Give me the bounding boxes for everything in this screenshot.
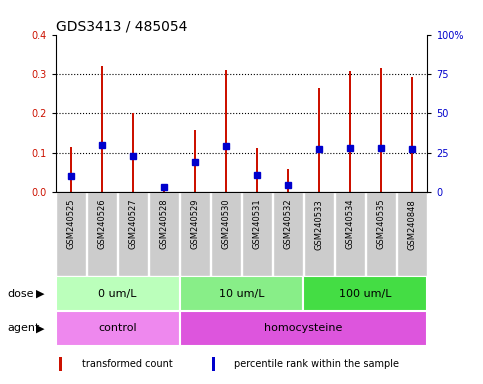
Text: 0 um/L: 0 um/L (98, 289, 137, 299)
Text: control: control (98, 323, 137, 333)
Bar (212, 357, 214, 371)
Bar (56, 276, 180, 311)
Bar (56, 192, 86, 276)
Text: 10 um/L: 10 um/L (219, 289, 264, 299)
Bar (180, 311, 427, 346)
Bar (163, 185, 165, 192)
Bar (70, 147, 72, 192)
Bar (380, 68, 382, 192)
Bar (242, 192, 272, 276)
Bar (303, 276, 427, 311)
Text: 100 um/L: 100 um/L (339, 289, 392, 299)
Bar (335, 192, 365, 276)
Bar (318, 88, 320, 192)
Bar (225, 70, 227, 192)
Bar (397, 192, 427, 276)
Text: GSM240528: GSM240528 (159, 199, 169, 249)
Bar (194, 130, 196, 192)
Bar (411, 77, 413, 192)
Bar (211, 192, 241, 276)
Text: dose: dose (7, 289, 34, 299)
Text: GSM240525: GSM240525 (67, 199, 75, 249)
Text: percentile rank within the sample: percentile rank within the sample (234, 359, 399, 369)
Bar (349, 71, 351, 192)
Text: ▶: ▶ (36, 323, 45, 333)
Bar (366, 192, 396, 276)
Bar (180, 192, 210, 276)
Text: GSM240533: GSM240533 (314, 199, 324, 250)
Text: GSM240530: GSM240530 (222, 199, 230, 249)
Bar (149, 192, 179, 276)
Text: GSM240848: GSM240848 (408, 199, 416, 250)
Text: GSM240527: GSM240527 (128, 199, 138, 249)
Bar (256, 147, 258, 192)
Text: GDS3413 / 485054: GDS3413 / 485054 (56, 20, 187, 33)
Bar (56, 311, 180, 346)
Text: ▶: ▶ (36, 289, 45, 299)
Bar (87, 192, 117, 276)
Text: GSM240531: GSM240531 (253, 199, 261, 249)
Bar (59, 357, 62, 371)
Text: homocysteine: homocysteine (264, 323, 342, 333)
Bar (287, 169, 289, 192)
Bar (304, 192, 334, 276)
Bar (273, 192, 303, 276)
Text: transformed count: transformed count (82, 359, 172, 369)
Text: GSM240535: GSM240535 (376, 199, 385, 249)
Text: GSM240532: GSM240532 (284, 199, 293, 249)
Bar (118, 192, 148, 276)
Bar (101, 66, 103, 192)
Text: agent: agent (7, 323, 40, 333)
Text: GSM240534: GSM240534 (345, 199, 355, 249)
Text: GSM240529: GSM240529 (190, 199, 199, 249)
Bar (132, 113, 134, 192)
Text: GSM240526: GSM240526 (98, 199, 107, 249)
Bar (180, 276, 303, 311)
